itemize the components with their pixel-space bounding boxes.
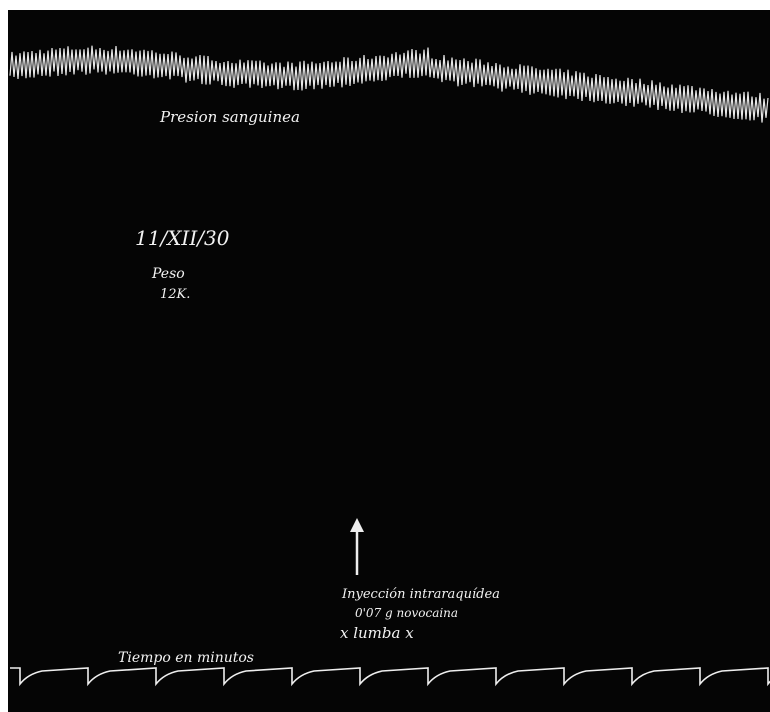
injection-line-1: Inyección intraraquídea (341, 587, 500, 602)
date: 11/XII/30 (135, 226, 230, 250)
trace-label: Presion sanguinea (159, 108, 300, 126)
time-label: Tiempo en minutos (118, 650, 254, 666)
kymograph-record: Presion sanguinea 11/XII/30 Peso 12K. In… (0, 0, 770, 712)
injection-line-3: x lumba x (340, 624, 414, 642)
weight-label: Peso (151, 266, 185, 282)
weight: 12K. (160, 287, 190, 302)
injection-line-2: 0'07 g novocaina (355, 606, 458, 620)
